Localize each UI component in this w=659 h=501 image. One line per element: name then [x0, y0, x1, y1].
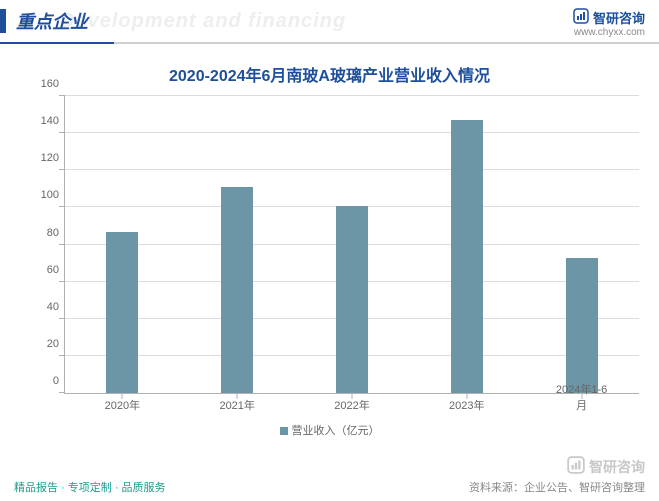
legend-label: 营业收入（亿元） — [292, 425, 380, 437]
bar — [566, 258, 598, 394]
x-axis-label: 2022年 — [334, 397, 369, 413]
y-axis-label: 20 — [31, 338, 59, 350]
y-axis-label: 160 — [31, 78, 59, 90]
gridline — [65, 95, 639, 96]
logo-icon — [573, 8, 589, 27]
y-axis-label: 120 — [31, 152, 59, 164]
bar — [106, 232, 138, 393]
header-underline — [0, 42, 659, 44]
gridline — [65, 132, 639, 133]
section-marker — [0, 9, 6, 33]
x-axis-label: 2020年 — [105, 397, 140, 413]
brand-url: www.chyxx.com — [573, 27, 645, 38]
header-left: 重点企业 — [0, 8, 88, 34]
y-tick — [59, 244, 65, 245]
y-tick — [59, 318, 65, 319]
section-title: 重点企业 — [16, 8, 88, 34]
y-axis-label: 40 — [31, 301, 59, 313]
footer: 精品报告 · 专项定制 · 品质服务 智研咨询 资料来源：企业公告、智研咨询整理 — [0, 456, 659, 501]
y-axis-label: 80 — [31, 227, 59, 239]
y-tick — [59, 132, 65, 133]
y-axis-label: 60 — [31, 264, 59, 276]
header-right: 智研咨询 www.chyxx.com — [573, 8, 645, 38]
chart-area: 0204060801001201401602020年2021年2022年2023… — [36, 96, 639, 416]
y-tick — [59, 206, 65, 207]
legend: 营业收入（亿元） — [0, 422, 659, 438]
footer-right: 智研咨询 资料来源：企业公告、智研咨询整理 — [469, 456, 645, 495]
legend-swatch — [280, 427, 288, 435]
underline-accent — [0, 42, 114, 44]
y-tick — [59, 392, 65, 393]
gridline — [65, 169, 639, 170]
y-tick — [59, 95, 65, 96]
x-axis-label: 2023年 — [449, 397, 484, 413]
y-axis-label: 0 — [31, 375, 59, 387]
y-tick — [59, 169, 65, 170]
chart-title: 2020-2024年6月南玻A玻璃产业营业收入情况 — [0, 62, 659, 86]
footer-left: 精品报告 · 专项定制 · 品质服务 — [14, 479, 166, 495]
y-tick — [59, 281, 65, 282]
bar — [451, 120, 483, 393]
header: 重点企业 智研咨询 www.chyxx.com — [0, 0, 659, 38]
y-axis-label: 100 — [31, 189, 59, 201]
footer-brand-text: 智研咨询 — [589, 457, 645, 477]
brand-text: 智研咨询 — [593, 8, 645, 27]
plot-region: 0204060801001201401602020年2021年2022年2023… — [64, 96, 639, 394]
bar — [336, 206, 368, 393]
footer-brand: 智研咨询 — [469, 456, 645, 477]
footer-source: 资料来源：企业公告、智研咨询整理 — [469, 479, 645, 495]
y-axis-label: 140 — [31, 115, 59, 127]
x-axis-label: 2024年1-6月 — [553, 381, 610, 413]
x-axis-label: 2021年 — [219, 397, 254, 413]
y-tick — [59, 355, 65, 356]
brand-label: 智研咨询 — [573, 8, 645, 27]
bar — [221, 187, 253, 393]
footer-logo-icon — [567, 456, 585, 477]
underline-rest — [114, 42, 659, 44]
